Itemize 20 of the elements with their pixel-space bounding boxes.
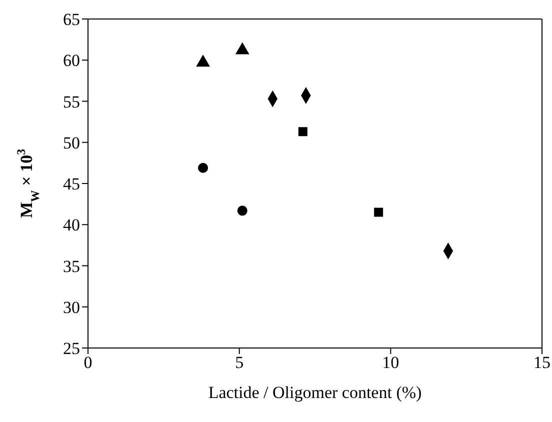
y-tick-label: 50 [63, 133, 80, 152]
y-tick-label: 45 [63, 174, 80, 194]
x-tick-label: 10 [382, 353, 400, 372]
y-tick-label: 40 [63, 216, 80, 235]
x-tick-label: 15 [534, 353, 550, 372]
point [237, 206, 248, 216]
x-tick-label: 5 [235, 353, 244, 372]
point [374, 208, 384, 217]
y-tick-label: 30 [63, 298, 80, 317]
y-tick-label: 60 [63, 51, 80, 70]
y-tick-label: 35 [63, 256, 80, 276]
point [298, 127, 308, 136]
y-tick-label: 55 [63, 92, 80, 112]
y-tick-label: 65 [63, 10, 80, 30]
point [196, 55, 210, 67]
x-axis-title: Lactide / Oligomer content (%) [208, 383, 422, 402]
point [236, 42, 249, 54]
point [198, 162, 208, 173]
y-tick-label: 25 [63, 339, 80, 358]
x-tick-label: 0 [84, 353, 92, 372]
